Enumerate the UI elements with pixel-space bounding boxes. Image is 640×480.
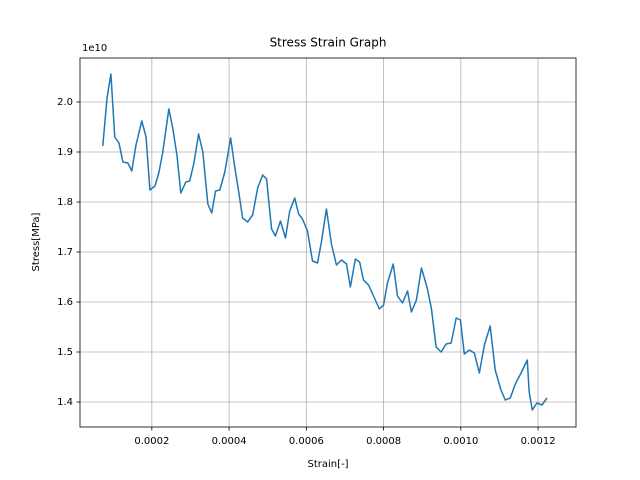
data-line	[102, 73, 548, 411]
y-tick-label: 2.0	[57, 97, 73, 108]
x-tick-label: 0.0004	[212, 436, 247, 447]
y-offset-label: 1e10	[82, 43, 107, 54]
y-axis-label: Stress[MPa]	[31, 212, 42, 271]
y-tick-label: 1.5	[57, 347, 73, 358]
x-axis-label: Strain[-]	[307, 459, 348, 470]
x-tick-label: 0.0002	[134, 436, 169, 447]
y-tick-label: 1.9	[57, 147, 73, 158]
y-tick-label: 1.7	[57, 247, 73, 258]
plot-frame	[79, 57, 577, 428]
x-tick-label: 0.0006	[289, 436, 324, 447]
x-tick-label: 0.0008	[366, 436, 401, 447]
chart-title: Stress Strain Graph	[270, 36, 387, 50]
y-tick-label: 1.4	[57, 397, 73, 408]
y-tick-label: 1.6	[57, 297, 73, 308]
x-tick-label: 0.0012	[521, 436, 556, 447]
x-tick-label: 0.0010	[443, 436, 478, 447]
y-tick-label: 1.8	[57, 197, 73, 208]
